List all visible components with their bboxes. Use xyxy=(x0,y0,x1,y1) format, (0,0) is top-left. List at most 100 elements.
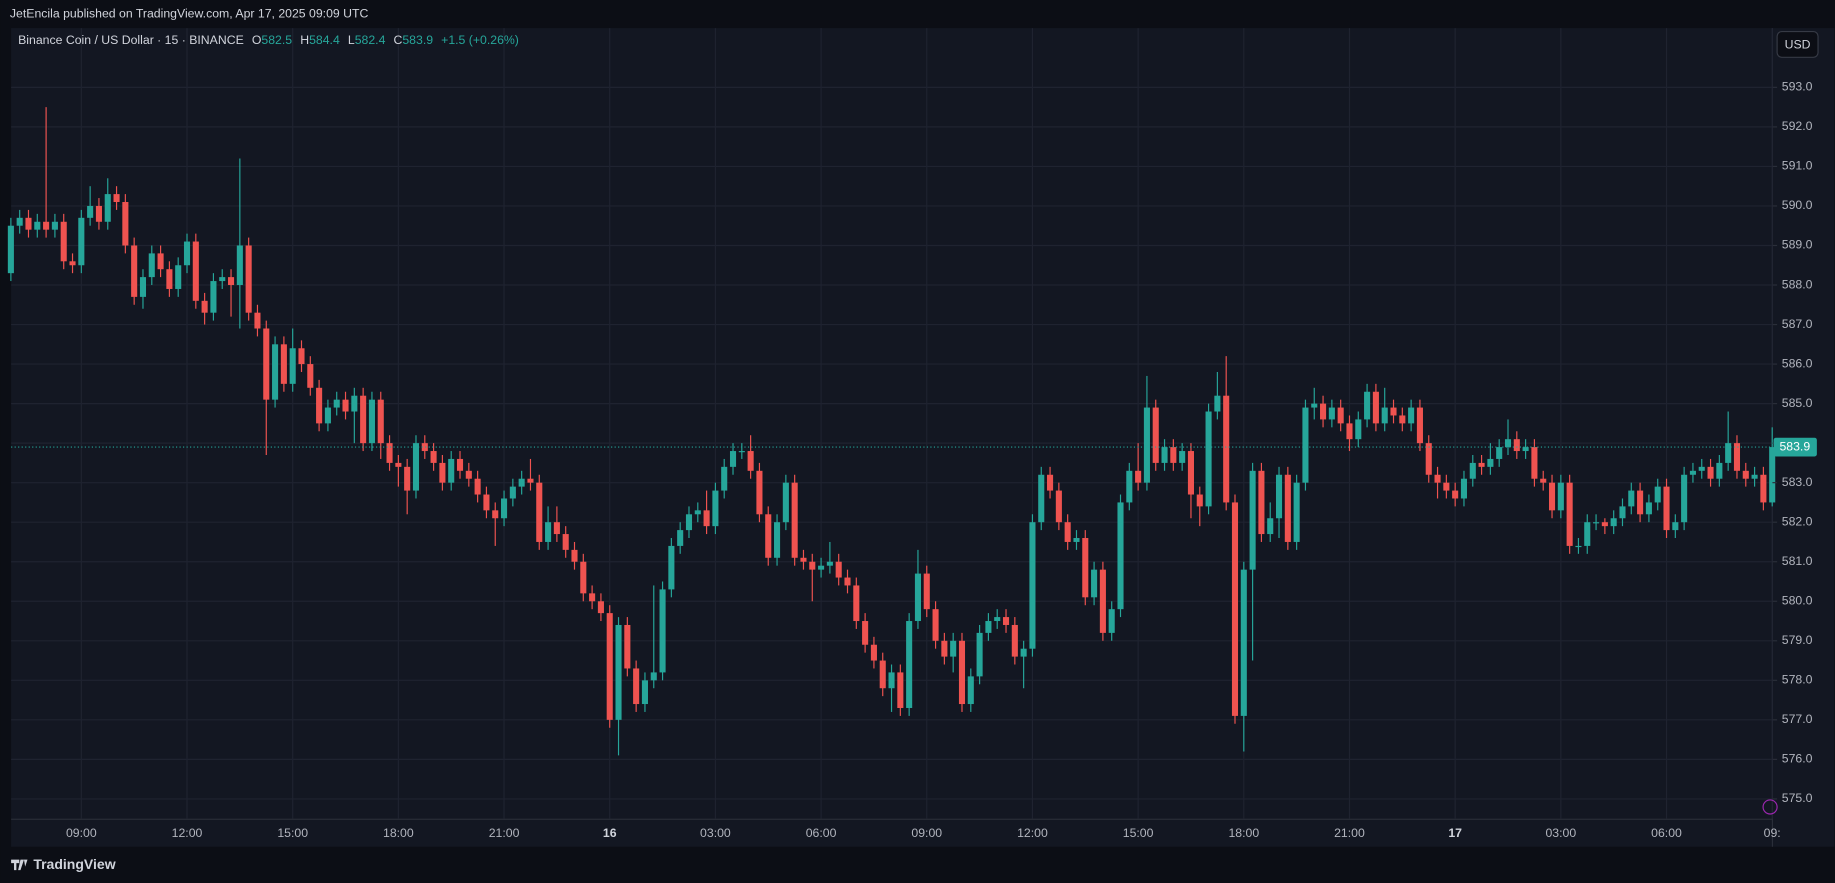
x-tick-label: 15:00 xyxy=(1123,826,1154,840)
currency-label[interactable]: USD xyxy=(1785,37,1811,51)
candle-body xyxy=(1399,415,1406,424)
candle-body xyxy=(1522,447,1529,452)
candle-body xyxy=(1196,494,1203,507)
candle-body xyxy=(1346,423,1353,440)
candle-body xyxy=(139,277,147,297)
candle-body xyxy=(474,478,481,495)
candle-body xyxy=(1337,407,1344,424)
candle-body xyxy=(430,451,437,463)
candle-body xyxy=(818,565,825,570)
candle-body xyxy=(175,265,182,289)
candle-body xyxy=(650,672,657,681)
candle-body xyxy=(192,241,199,301)
candle-body xyxy=(254,312,261,329)
candle-body xyxy=(509,486,516,499)
candle-body xyxy=(1628,490,1635,507)
candle-body xyxy=(87,205,94,218)
candle-body xyxy=(765,514,772,558)
y-tick-label: 585.0 xyxy=(1782,396,1813,410)
candle-body xyxy=(1073,538,1080,542)
candle-body xyxy=(1152,407,1159,463)
candle-body xyxy=(870,644,877,661)
x-tick-label: 17 xyxy=(1448,826,1462,840)
candle-body xyxy=(104,194,111,222)
candle-body xyxy=(1364,391,1371,420)
candle-body xyxy=(1161,447,1168,463)
ohlc-value: 583.9 xyxy=(402,33,433,47)
candle-body xyxy=(1742,470,1749,479)
candle-body xyxy=(157,253,164,270)
candle-body xyxy=(272,344,279,400)
y-tick-label: 592.0 xyxy=(1782,119,1813,133)
ohlc-label: L xyxy=(348,33,355,47)
candle-body xyxy=(1108,609,1115,633)
candle-body xyxy=(1117,502,1124,610)
candle-body xyxy=(1575,545,1582,548)
ohlc-value: 582.5 xyxy=(261,33,292,47)
y-tick-label: 577.0 xyxy=(1782,712,1813,726)
candle-body xyxy=(166,269,173,289)
x-tick-label: 03:00 xyxy=(700,826,731,840)
candle-body xyxy=(782,482,789,523)
candle-body xyxy=(1496,447,1503,459)
events-icon[interactable] xyxy=(1762,799,1778,815)
candle-body xyxy=(1205,411,1212,507)
candle-body xyxy=(1504,439,1512,448)
candle-body xyxy=(976,632,983,677)
symbol-title: Binance Coin / US Dollar · 15 · BINANCE xyxy=(18,33,244,47)
candle-body xyxy=(1557,482,1564,511)
candle-body xyxy=(1064,522,1071,542)
candle-body xyxy=(386,443,393,463)
x-tick-label: 15:00 xyxy=(277,826,308,840)
candle-body xyxy=(1443,482,1450,491)
ohlc-value: 584.4 xyxy=(309,33,340,47)
candle-body xyxy=(236,245,243,286)
candle-body xyxy=(1654,486,1661,503)
candle-body xyxy=(879,660,886,689)
candle-body xyxy=(888,672,895,689)
candle-body xyxy=(1698,466,1705,471)
candle-body xyxy=(985,621,992,633)
last-price-label: 583.9 xyxy=(1779,439,1810,453)
candle-body xyxy=(1011,624,1018,657)
x-tick-label: 21:00 xyxy=(489,826,520,840)
candle-body xyxy=(958,640,966,705)
candle-body xyxy=(1381,407,1388,424)
candle-body xyxy=(7,225,14,274)
x-tick-label: 12:00 xyxy=(1017,826,1048,840)
candle-body xyxy=(1020,648,1027,657)
candle-body xyxy=(1645,502,1652,515)
candle-body xyxy=(1751,474,1758,479)
candle-body xyxy=(324,407,331,424)
x-tick-label: 12:00 xyxy=(172,826,203,840)
candle-body xyxy=(1302,407,1309,483)
candle-body xyxy=(580,561,587,594)
y-tick-label: 591.0 xyxy=(1782,159,1813,173)
candle-body xyxy=(412,443,420,491)
candle-body xyxy=(1681,474,1688,523)
brand: TradingView xyxy=(33,856,115,872)
candle-body xyxy=(641,680,648,705)
candle-body xyxy=(483,494,490,511)
candle-body xyxy=(1258,470,1265,535)
candle-body xyxy=(1707,466,1714,479)
candle-body xyxy=(148,253,155,278)
candle-body xyxy=(1091,569,1098,598)
candle-body xyxy=(1328,407,1335,420)
candle-body xyxy=(34,221,41,230)
candle-body xyxy=(941,640,948,657)
candle-body xyxy=(589,593,596,602)
candle-body xyxy=(210,281,217,313)
candle-body xyxy=(1038,474,1045,523)
currency-button[interactable] xyxy=(1776,30,1819,58)
candle-body xyxy=(1029,522,1036,649)
candle-body xyxy=(1487,458,1494,467)
candle-body xyxy=(527,478,534,483)
candle-body xyxy=(897,672,904,708)
candle-body xyxy=(51,221,58,230)
y-tick-label: 580.0 xyxy=(1782,594,1813,608)
candle-body xyxy=(1355,419,1362,440)
candle-body xyxy=(280,344,287,384)
candle-body xyxy=(932,609,939,641)
